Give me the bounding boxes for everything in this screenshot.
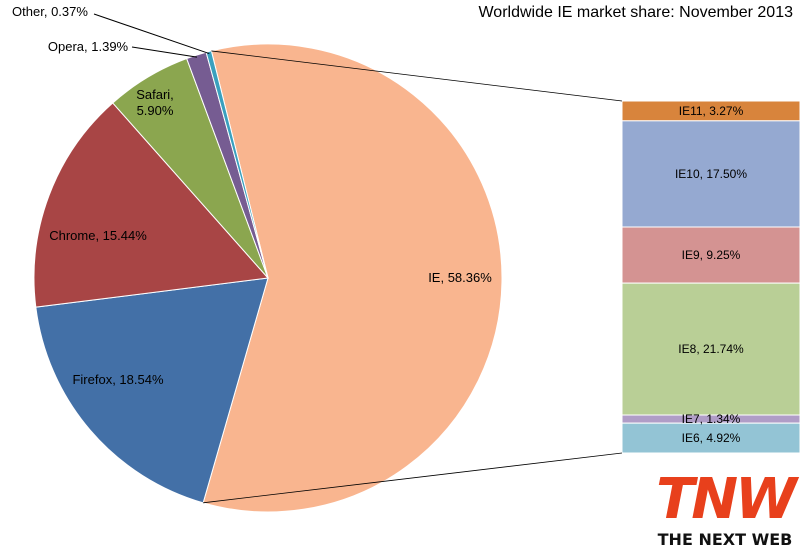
data-label: Chrome, 15.44% xyxy=(49,228,147,243)
pie-slice xyxy=(33,102,270,308)
bar-segment xyxy=(621,120,801,228)
connector-line xyxy=(203,452,623,504)
data-label: IE8, 21.74% xyxy=(678,342,744,357)
data-label: IE, 58.36% xyxy=(428,270,492,285)
bar-segment xyxy=(621,422,801,454)
connector-line xyxy=(211,50,623,102)
data-label: IE11, 3.27% xyxy=(678,103,744,118)
data-label: IE6, 4.92% xyxy=(681,431,741,446)
data-label: Firefox, 18.54% xyxy=(72,372,164,387)
leader-line xyxy=(93,13,210,55)
bar-segment xyxy=(621,226,801,284)
bar-segment xyxy=(621,282,801,416)
data-label: Opera, 1.39% xyxy=(47,39,129,54)
logo-mark: TNW xyxy=(656,467,797,532)
chart-title: Worldwide IE market share: November 2013 xyxy=(478,4,793,21)
pie-slice xyxy=(202,43,503,513)
data-label: IE7, 1.34% xyxy=(681,412,741,427)
leader-line xyxy=(131,46,198,58)
data-label: IE10, 17.50% xyxy=(674,166,748,181)
data-label: Safari, 5.90% xyxy=(136,87,174,118)
data-label: IE9, 9.25% xyxy=(681,248,741,263)
pie-slice xyxy=(35,277,269,504)
logo-tagline: THE NEXT WEB xyxy=(657,530,793,549)
logo: TNW THE NEXT WEB xyxy=(650,467,800,550)
data-label: Other, 0.37% xyxy=(12,4,88,19)
